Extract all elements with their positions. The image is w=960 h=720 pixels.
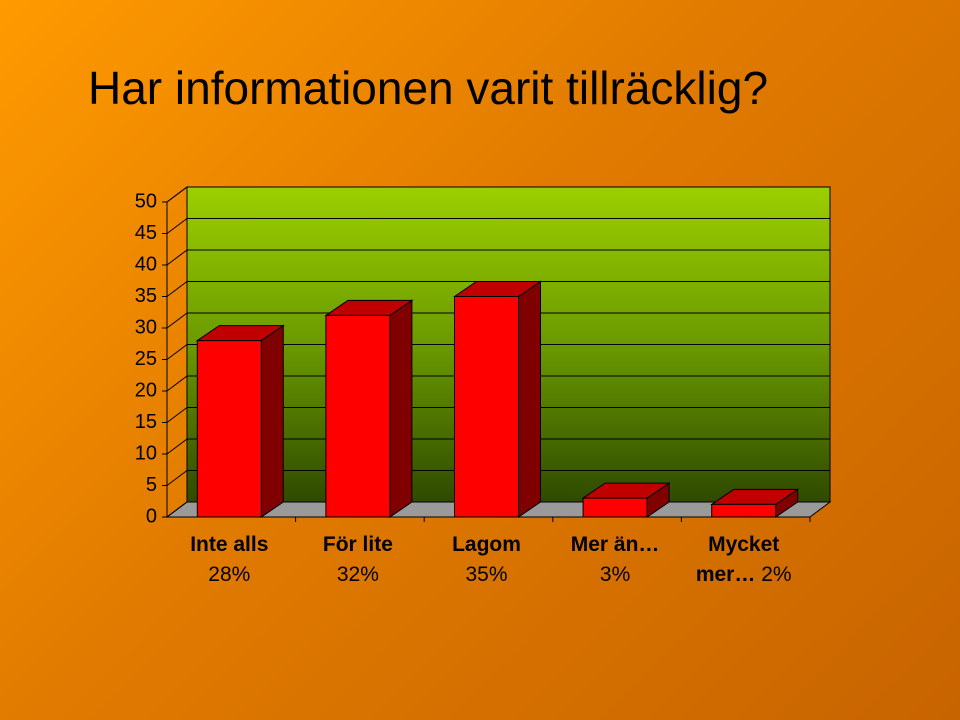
bar-side: [518, 280, 541, 518]
y-tick-label: 35: [135, 285, 157, 307]
y-tick-label: 50: [135, 190, 157, 212]
bar: [195, 324, 285, 518]
bar-side: [260, 324, 284, 518]
bar-front: [454, 296, 519, 518]
bar-front: [711, 503, 777, 518]
grid-line: [166, 249, 188, 266]
grid-line: [166, 438, 188, 455]
grid-line: [166, 375, 188, 392]
y-tick-label: 10: [135, 442, 157, 464]
chart-title: Har informationen varit tillräcklig?: [88, 62, 768, 114]
value-label: 28%: [208, 563, 251, 586]
grid-line: [166, 501, 188, 518]
category-label: Inte alls: [190, 533, 269, 556]
value-label: 2%: [761, 563, 792, 586]
grid-line: [166, 344, 188, 360]
y-tick-label: 5: [146, 474, 157, 496]
bar-front: [582, 497, 648, 518]
grid-line: [166, 186, 188, 203]
grid-line: [166, 281, 188, 297]
y-tick-label: 20: [135, 379, 157, 401]
y-tick-label: 40: [135, 253, 157, 275]
y-tick-label: 25: [135, 348, 157, 370]
category-label: Lagom: [452, 533, 521, 556]
bar-front: [196, 340, 262, 518]
category-label: Mer än…: [570, 533, 660, 556]
bar: [324, 299, 414, 518]
category-label: Mycket mer…: [695, 533, 780, 586]
x-tick-label: Mycket mer… 2%: [692, 530, 796, 590]
x-tick-label: För lite 32%: [306, 530, 410, 590]
bar-front: [325, 314, 391, 518]
bar: [710, 488, 800, 518]
grid-line: [166, 218, 188, 234]
y-tick-label: 0: [146, 505, 157, 527]
x-tick-label: Inte alls 28%: [177, 530, 281, 590]
category-label: För lite: [322, 533, 393, 556]
bar: [452, 280, 543, 518]
y-tick-label: 15: [135, 411, 157, 433]
value-label: 35%: [465, 563, 508, 586]
grid-line: [166, 407, 188, 423]
value-label: 32%: [336, 563, 379, 586]
bar-side: [389, 299, 413, 518]
bar: [581, 482, 671, 518]
grid-line: [166, 470, 188, 486]
grid-line: [166, 312, 188, 329]
value-label: 3%: [599, 563, 631, 586]
y-tick-label: 30: [135, 316, 157, 338]
x-tick-label: Mer än… 3%: [563, 530, 667, 590]
y-tick-label: 45: [135, 222, 157, 244]
x-tick-label: Lagom 35%: [435, 530, 539, 590]
